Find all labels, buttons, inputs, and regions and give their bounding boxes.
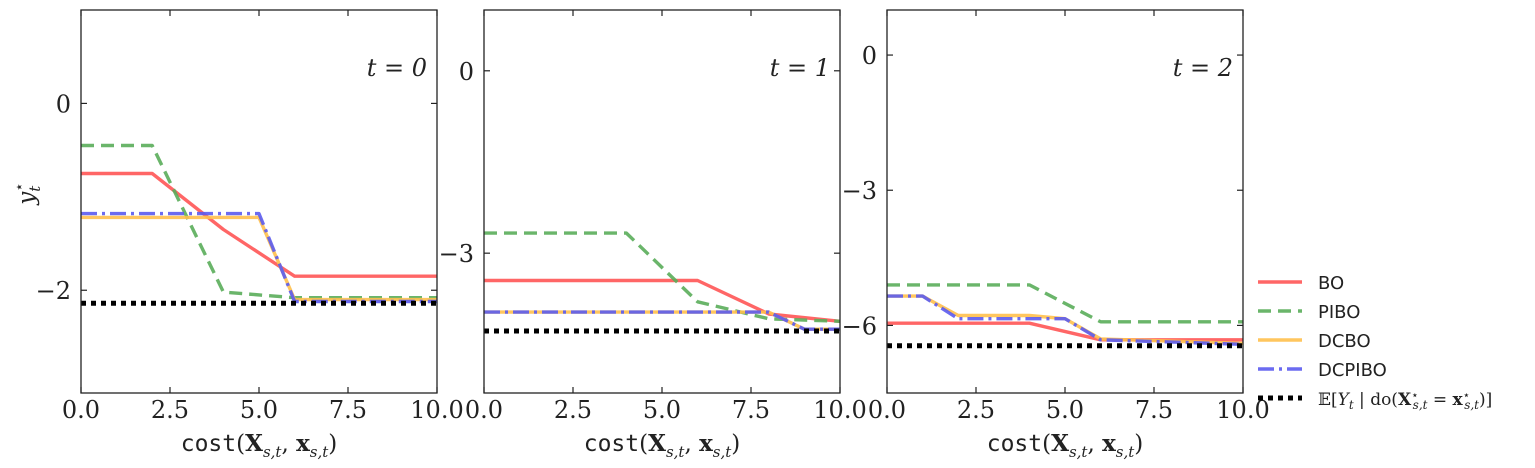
x-tick-label: 5.0	[1046, 396, 1084, 424]
y-axis-label: yt⋆	[10, 182, 44, 205]
panel-title: t = 0	[367, 54, 427, 82]
legend-label-pibo: PIBO	[1318, 302, 1360, 323]
series-group	[887, 283, 1243, 349]
panel-title: t = 2	[1173, 54, 1233, 82]
panel-0: 0.0 2.5 5.0 7.5 10.0 0 −2 t = 0 cost(Xs,t, xs,t)…	[10, 9, 464, 461]
x-tick-label: 5.0	[643, 396, 681, 424]
y-tick-label: 0	[862, 42, 877, 70]
x-tick-label: 10.0	[813, 396, 866, 424]
x-tick-label: 10.0	[410, 396, 463, 424]
x-axis-label: cost(Xs,t, xs,t)	[584, 430, 741, 461]
x-tick-label: 7.5	[329, 396, 367, 424]
series-line-pibo	[484, 231, 840, 323]
y-tick-label: 0	[459, 58, 474, 86]
legend-label-optimum: 𝔼[Yt | do(X⋆ s,t = x⋆ s,t)]	[1318, 388, 1492, 412]
series-line-pibo	[81, 143, 437, 300]
legend-label-dcpibo: DCPIBO	[1318, 360, 1387, 381]
series-line-bo	[887, 321, 1243, 342]
panel-title: t = 1	[770, 54, 830, 82]
x-tick-label: 2.5	[957, 396, 995, 424]
y-tick-label: −2	[36, 277, 71, 305]
series-group	[484, 231, 840, 334]
legend-label-bo: BO	[1318, 273, 1344, 294]
x-tick-label: 5.0	[240, 396, 278, 424]
series-line-dcpibo	[81, 211, 437, 304]
series-line-dcpibo	[887, 294, 1243, 346]
x-tick-label: 10.0	[1216, 396, 1269, 424]
x-tick-label: 0.0	[868, 396, 906, 424]
x-axis-label: cost(Xs,t, xs,t)	[181, 430, 338, 461]
panel-2: 0.0 2.5 5.0 7.5 10.0 0 −3 −6 t = 2 cost(Xs,t, xs,…	[842, 9, 1270, 461]
series-line-bo	[484, 278, 840, 323]
x-tick-label: 0.0	[465, 396, 503, 424]
x-tick-label: 7.5	[1135, 396, 1173, 424]
x-tick-label: 2.5	[554, 396, 592, 424]
series-line-dcbo	[81, 215, 437, 302]
y-tick-label: −3	[842, 177, 877, 205]
x-axis-label: cost(Xs,t, xs,t)	[987, 430, 1144, 461]
x-tick-label: 7.5	[732, 396, 770, 424]
x-tick-label: 0.0	[62, 396, 100, 424]
x-tick-label: 2.5	[151, 396, 189, 424]
series-line-bo	[81, 171, 437, 278]
y-tick-label: −6	[842, 312, 877, 340]
panel-1: 0.0 2.5 5.0 7.5 10.0 0 −3 t = 1 cost(Xs,t, xs,t)	[439, 9, 867, 461]
y-tick-label: 0	[56, 90, 71, 118]
legend-label-dcbo: DCBO	[1318, 331, 1371, 352]
y-tick-label: −3	[439, 240, 474, 268]
series-line-dcpibo	[484, 310, 840, 331]
series-group	[81, 143, 437, 306]
legend: BO PIBO DCBO DCPIBO 𝔼[Yt | do(X⋆ s,t = x⋆ s,t)…	[1258, 273, 1492, 412]
series-line-pibo	[887, 283, 1243, 324]
